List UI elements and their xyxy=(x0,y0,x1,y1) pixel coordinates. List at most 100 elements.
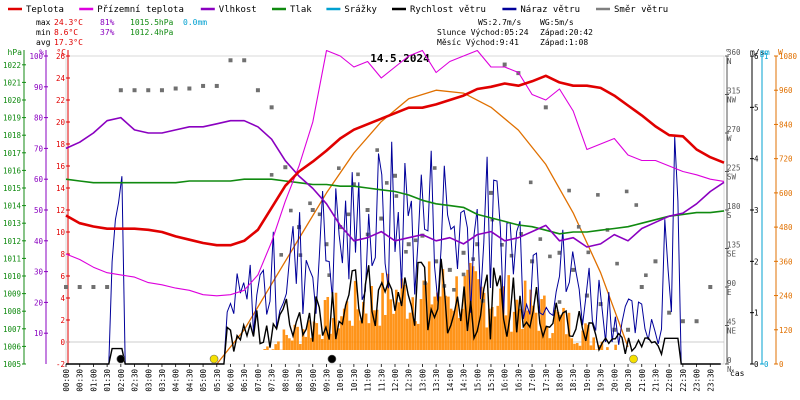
info-sun-set: Západ:20:42 xyxy=(540,28,593,37)
wind-direction-point xyxy=(375,148,379,152)
solar-bar xyxy=(340,316,343,350)
x-tick-label-47: 23:30 xyxy=(706,369,715,392)
solar-bar xyxy=(614,344,617,350)
solar-bar xyxy=(589,345,593,350)
solar-bar xyxy=(564,334,568,350)
x-tick-label-44: 22:00 xyxy=(665,369,674,392)
wind-direction-point xyxy=(432,166,437,170)
solar-bar xyxy=(586,324,590,350)
solar-bar xyxy=(345,301,349,350)
hpa-tick-label-10: 1015 xyxy=(3,184,21,193)
solar-bar xyxy=(460,308,464,350)
solar-bar xyxy=(329,333,332,350)
solar-bar xyxy=(411,297,415,350)
solar-bar xyxy=(570,338,574,350)
solar-axis-unit: W xyxy=(778,48,783,57)
wind-direction-point xyxy=(639,285,644,289)
solar-bar xyxy=(606,347,609,350)
wind-direction-tick-dir-8: N xyxy=(727,57,732,66)
solar-bar xyxy=(493,316,497,350)
stats-min-label: min xyxy=(36,28,51,37)
wind-direction-tick-label-5: 225 xyxy=(727,164,741,173)
solar-tick-label-3: 360 xyxy=(779,257,793,266)
legend-label-3: Tlak xyxy=(290,5,312,15)
wind-direction-tick-dir-5: SW xyxy=(727,173,737,182)
solar-bar xyxy=(532,305,535,350)
wind-direction-point xyxy=(500,243,504,247)
solar-bar xyxy=(554,310,557,350)
hpa-tick-label-2: 1007 xyxy=(3,325,21,334)
solar-bar xyxy=(304,336,308,350)
wind-direction-tick-dir-1: NE xyxy=(727,327,737,336)
x-tick-label-12: 06:00 xyxy=(227,369,236,392)
x-tick-label-41: 20:30 xyxy=(624,369,633,392)
hpa-tick-label-5: 1010 xyxy=(3,272,22,281)
solar-bar xyxy=(362,301,365,350)
solar-tick-label-7: 840 xyxy=(779,120,793,129)
wind-direction-point xyxy=(393,173,397,178)
wind-direction-point xyxy=(567,188,571,193)
wind-direction-point xyxy=(346,212,351,217)
x-axis-label: čas xyxy=(730,368,745,378)
x-tick-label-35: 17:30 xyxy=(542,369,551,392)
hpa-tick-label-3: 1008 xyxy=(3,307,22,316)
wind-direction-point xyxy=(146,88,151,93)
solar-bar xyxy=(414,321,417,350)
hpa-axis-unit: hPa xyxy=(8,48,23,57)
solar-bar xyxy=(537,330,541,350)
solar-bar xyxy=(301,329,305,350)
x-tick-label-45: 22:30 xyxy=(679,369,688,392)
wind-direction-tick-dir-3: SE xyxy=(727,250,737,259)
temperature-tick-label-2: 2 xyxy=(60,316,65,325)
x-tick-label-33: 16:30 xyxy=(514,369,523,392)
solar-bar xyxy=(543,295,546,350)
solar-bar xyxy=(471,266,475,350)
x-tick-label-28: 14:00 xyxy=(446,369,455,392)
wind-direction-tick-label-6: 270 xyxy=(727,125,741,134)
solar-bar xyxy=(331,318,335,350)
solar-bar xyxy=(370,285,373,350)
series-temperature xyxy=(65,74,725,247)
humidity-tick-label-0: 10 xyxy=(34,329,44,338)
x-tick-label-11: 05:30 xyxy=(213,369,222,392)
solar-bar xyxy=(545,326,549,350)
wind-direction-point xyxy=(413,238,418,243)
wind-direction-point xyxy=(242,58,247,63)
solar-bar xyxy=(381,272,384,350)
wind-direction-point xyxy=(624,189,629,194)
x-tick-label-38: 19:00 xyxy=(583,369,592,392)
solar-bar xyxy=(312,321,316,350)
solar-bar xyxy=(375,309,379,350)
wind-direction-point xyxy=(543,105,548,110)
solar-bar xyxy=(359,320,362,350)
wind-direction-point xyxy=(461,250,466,255)
wind-speed-tick-label-4: 4 xyxy=(754,155,759,164)
wind-direction-point xyxy=(548,254,552,259)
solar-bar xyxy=(320,339,324,350)
wind-direction-point xyxy=(365,208,370,212)
series-solar-line xyxy=(216,89,629,365)
temperature-tick-label-3: 4 xyxy=(60,294,65,303)
x-tick-label-19: 09:30 xyxy=(322,369,331,392)
wind-speed-tick-label-0: 0 xyxy=(754,360,759,369)
wind-direction-point xyxy=(289,208,293,213)
solar-bar xyxy=(326,296,330,350)
solar-bar xyxy=(427,261,431,350)
solar-bar xyxy=(490,307,494,350)
x-tick-label-32: 16:00 xyxy=(501,369,510,392)
wind-direction-point xyxy=(653,259,658,264)
temperature-tick-label-5: 8 xyxy=(60,250,65,259)
wind-direction-point xyxy=(644,273,648,278)
x-tick-label-8: 04:00 xyxy=(172,369,181,392)
stats-max-press: 1015.5hPa xyxy=(130,18,174,27)
solar-bar xyxy=(392,313,395,350)
wind-direction-point xyxy=(310,208,315,212)
legend-label-5: Rychlost větru xyxy=(410,5,486,15)
humidity-tick-label-7: 80 xyxy=(34,114,44,123)
solar-tick-label-2: 240 xyxy=(779,292,793,301)
stats-avg-temp: 17.3°C xyxy=(54,38,83,47)
wind-direction-point xyxy=(475,242,480,247)
wind-direction-point xyxy=(557,250,562,255)
solar-bar xyxy=(452,310,456,350)
wind-direction-point xyxy=(596,193,600,197)
